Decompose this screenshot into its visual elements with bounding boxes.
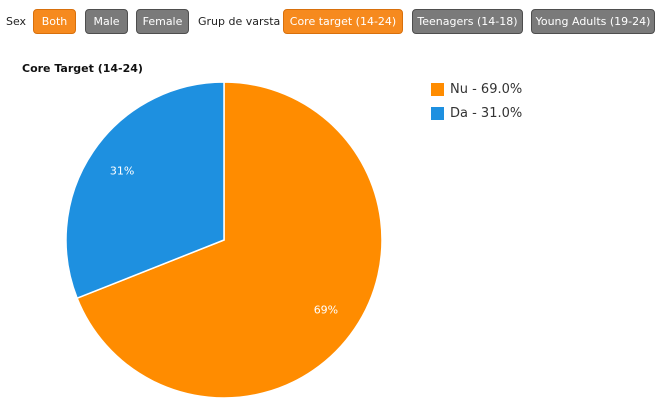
legend-label-nu: Nu - 69.0% [450,82,523,97]
age-group-filter-label: Grup de varsta [198,15,281,28]
pie-data-label-da: 31% [110,165,134,178]
chart-title: Core Target (14-24) [22,62,143,75]
pie-slice-nu[interactable] [76,81,383,399]
legend-swatch-da [431,107,444,120]
filter-bar: Sex Both Male Female Grup de varsta Core… [0,9,661,34]
sex-female-button[interactable]: Female [136,9,189,34]
pie-slice-da[interactable] [65,81,225,300]
sex-filter-label: Sex [6,15,27,28]
age-teenagers-button[interactable]: Teenagers (14-18) [412,9,523,34]
sex-both-button[interactable]: Both [33,9,76,34]
age-young-adults-button[interactable]: Young Adults (19-24) [531,9,655,34]
legend-swatch-nu [431,83,444,96]
age-core-target-button[interactable]: Core target (14-24) [283,9,403,34]
legend-label-da: Da - 31.0% [450,106,523,121]
pie-data-label-nu: 69% [314,303,338,316]
sex-male-button[interactable]: Male [85,9,128,34]
